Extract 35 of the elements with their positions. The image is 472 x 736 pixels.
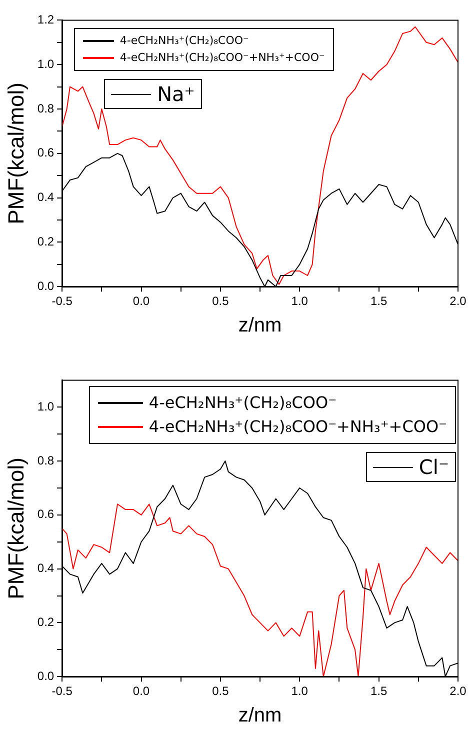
text: 1.0 bbox=[37, 399, 54, 414]
text: 2.0 bbox=[450, 294, 466, 308]
text: 0.0 bbox=[37, 668, 54, 683]
x-tick-label: -0.5 bbox=[52, 294, 73, 308]
y-tick-label: 0.4 bbox=[37, 561, 54, 576]
x-tick-label: -0.5 bbox=[52, 684, 73, 698]
x-tick-label: 1.5 bbox=[370, 294, 388, 308]
legend-label: 4-eCH₂NH₃⁺(CH₂)₈COO⁻+NH₃⁺+COO⁻ bbox=[120, 50, 325, 66]
y-tick-label: 0.2 bbox=[37, 234, 54, 249]
text: 0.0 bbox=[132, 684, 150, 698]
legend-label: 4-eCH₂NH₃⁺(CH₂)₈COO⁻ bbox=[120, 33, 249, 50]
annotation: Cl⁻ bbox=[418, 455, 449, 480]
y-tick-label: 0.4 bbox=[37, 190, 54, 204]
x-tick-label: 0.5 bbox=[212, 294, 230, 308]
text: 0.0 bbox=[37, 278, 54, 293]
x-axis-title: z/nm bbox=[238, 704, 282, 727]
y-tick-label: 1.2 bbox=[37, 12, 54, 27]
y-axis-title: PMF(kcal/mol) bbox=[3, 458, 28, 600]
y-axis-title: PMF(kcal/mol) bbox=[3, 82, 28, 224]
x-tick-label: 1.5 bbox=[370, 684, 388, 698]
text: 1.0 bbox=[37, 56, 54, 71]
x-tick-label: 0.5 bbox=[212, 684, 230, 698]
y-tick-label: 0.6 bbox=[37, 507, 54, 522]
text: 0.0 bbox=[132, 294, 150, 308]
y-tick-label: 0.6 bbox=[37, 146, 54, 160]
text: 1.0 bbox=[291, 294, 308, 308]
y-tick-label: 0.2 bbox=[37, 615, 54, 630]
y-tick-label: 0.8 bbox=[37, 453, 54, 468]
legend-label: 4-eCH₂NH₃⁺(CH₂)₈COO⁻ bbox=[148, 392, 337, 414]
legend-label: 4-eCH₂NH₃⁺(CH₂)₈COO⁻+NH₃⁺+COO⁻ bbox=[148, 416, 447, 438]
y-tick-label: 0.8 bbox=[37, 101, 54, 116]
text: 2.0 bbox=[450, 684, 466, 698]
text: 1.0 bbox=[291, 684, 308, 698]
annotation: Na⁺ bbox=[157, 82, 195, 106]
x-axis-title: z/nm bbox=[238, 314, 282, 337]
